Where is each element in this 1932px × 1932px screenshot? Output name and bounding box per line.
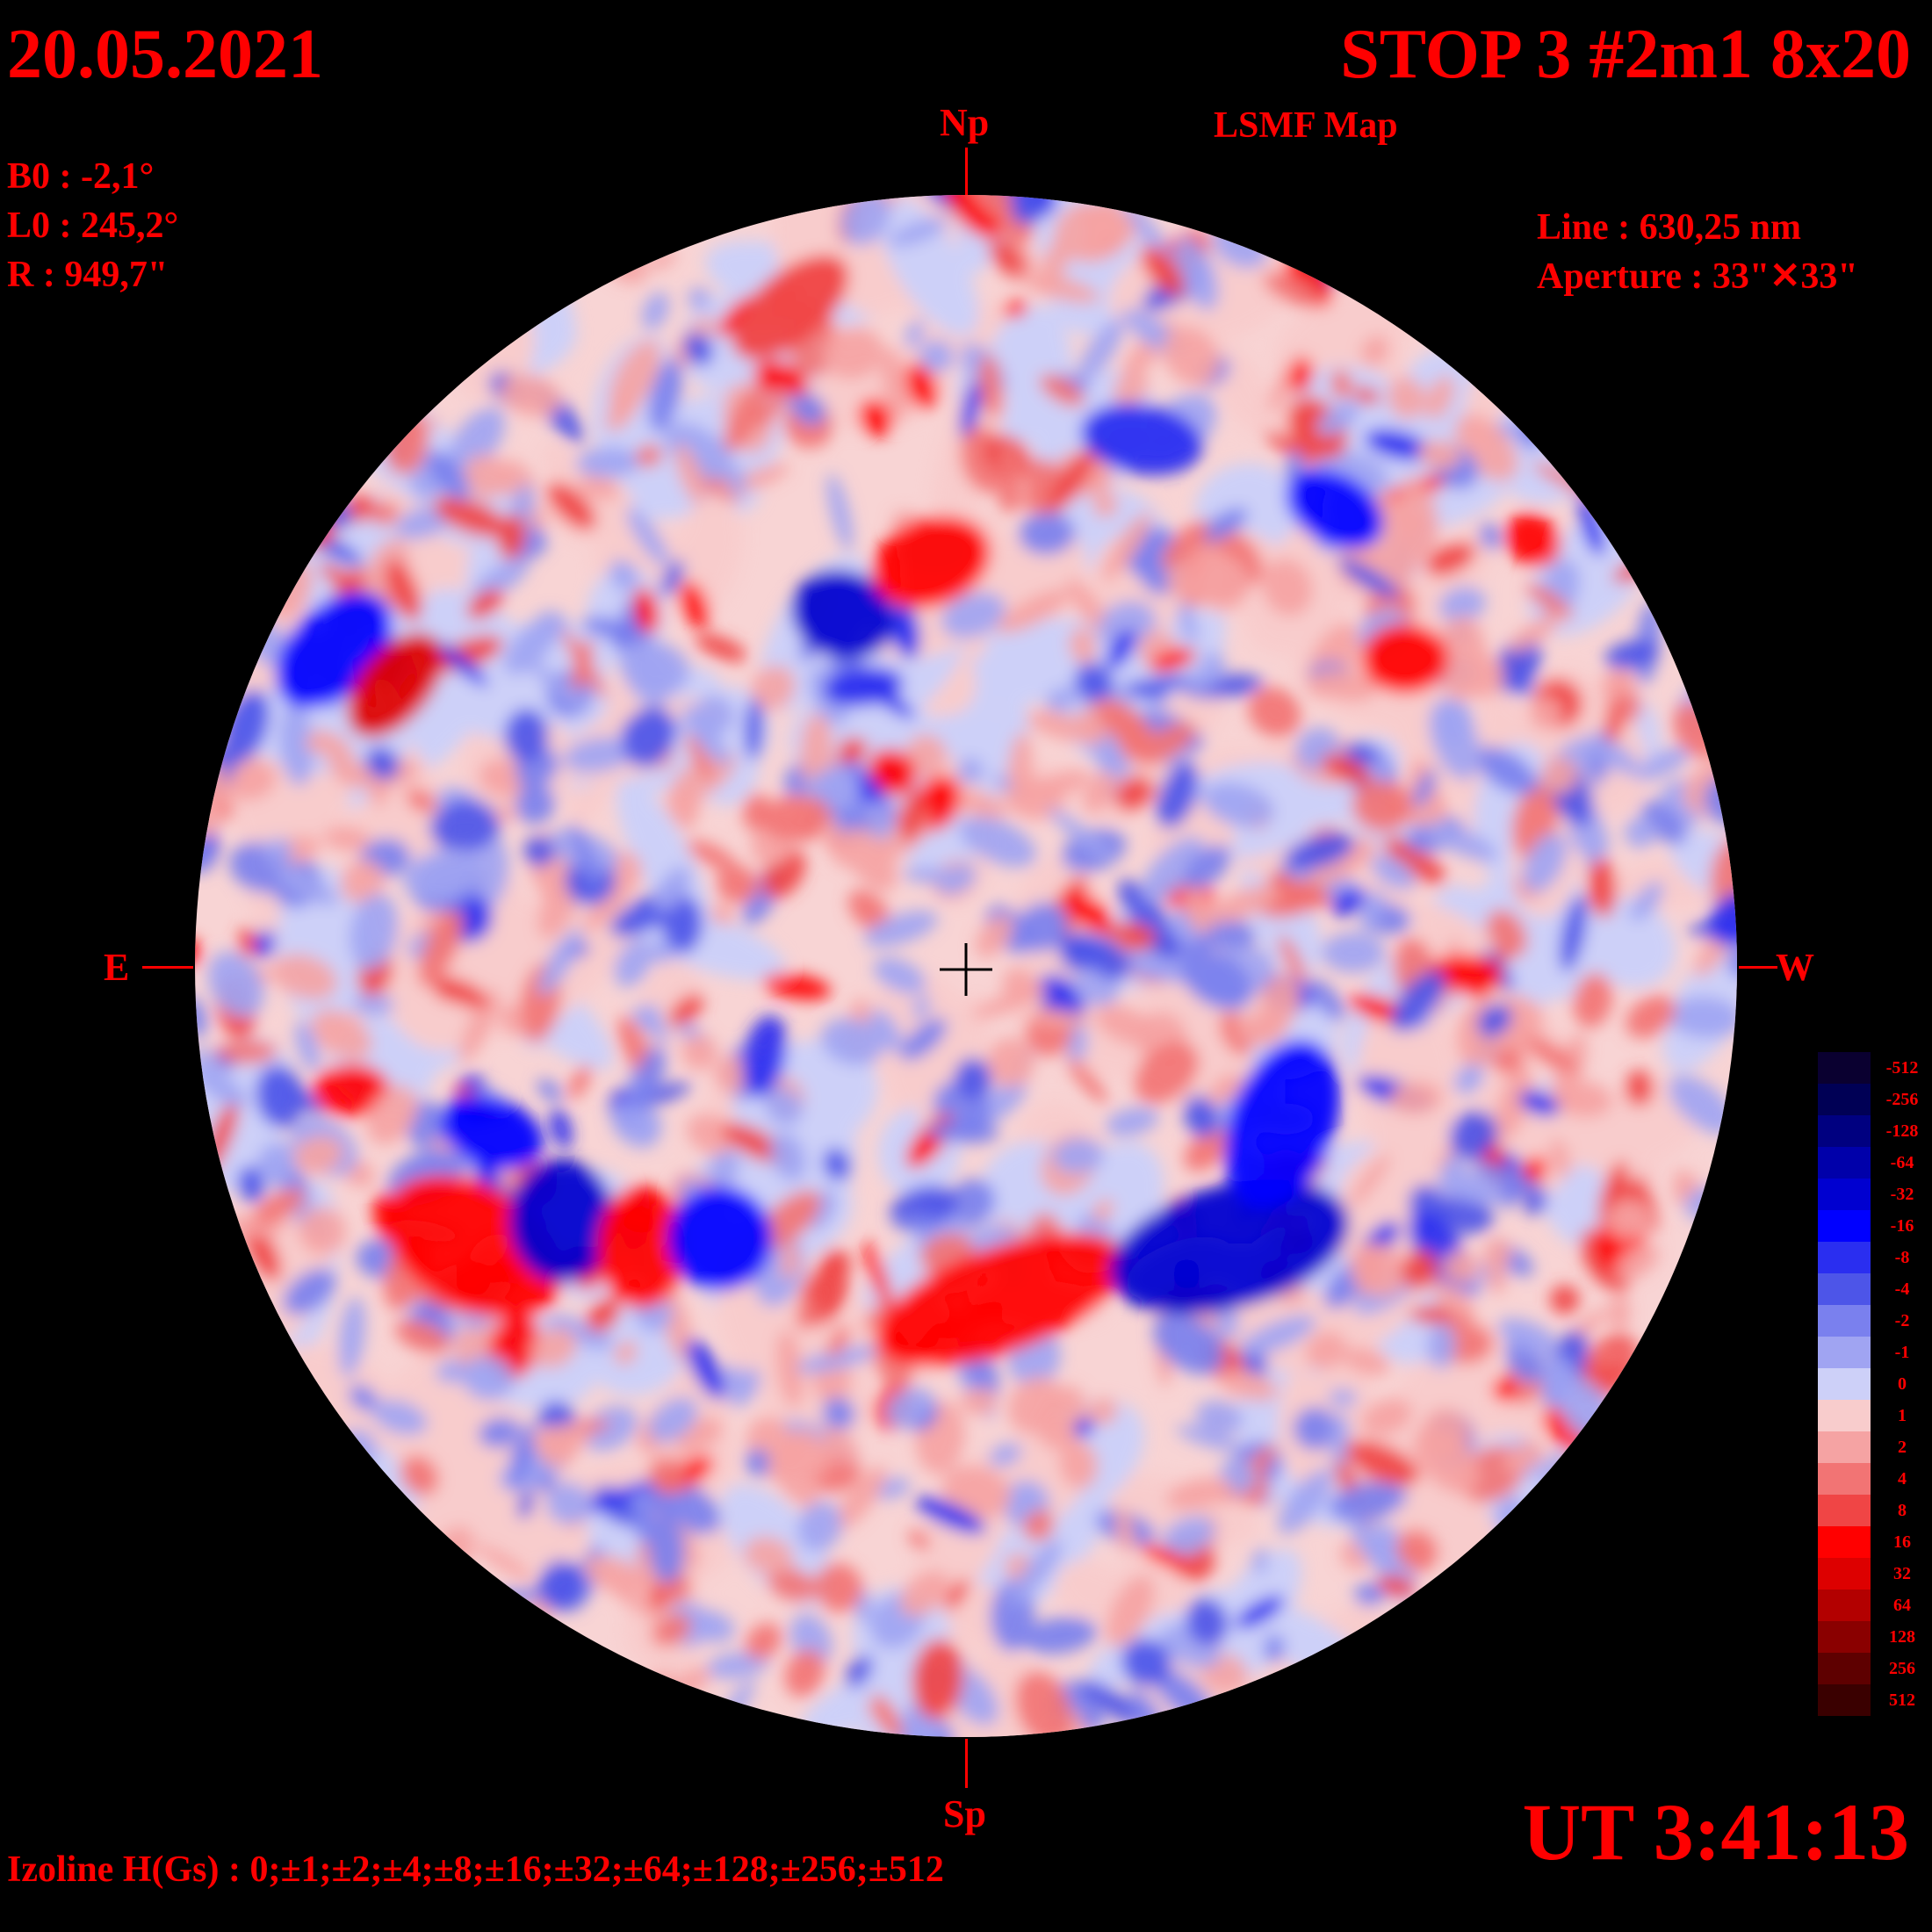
scale-cell — [1818, 1115, 1871, 1147]
south-pole-label: Sp — [943, 1792, 986, 1835]
aperture-info: Aperture : 33"✕33" — [1537, 256, 1858, 297]
spectral-line-info: Line : 630,25 nm — [1537, 207, 1802, 248]
west-label: W — [1776, 946, 1814, 989]
scale-label: 4 — [1898, 1469, 1907, 1489]
east-label: E — [104, 946, 130, 989]
scale-label: -8 — [1894, 1248, 1910, 1267]
scale-cell — [1818, 1558, 1871, 1590]
scale-label: -1 — [1894, 1343, 1910, 1362]
scale-cell — [1818, 1621, 1871, 1653]
scale-label: 256 — [1889, 1659, 1915, 1678]
scale-cell — [1818, 1305, 1871, 1337]
scale-cell — [1818, 1368, 1871, 1400]
isoline-levels: Izoline H(Gs) : 0;±1;±2;±4;±8;±16;±32;±6… — [7, 1849, 944, 1890]
north-pole-label: Np — [940, 101, 990, 144]
north-tick — [965, 148, 968, 195]
scale-cell — [1818, 1495, 1871, 1526]
scale-cell — [1818, 1273, 1871, 1305]
scale-cell — [1818, 1684, 1871, 1716]
universal-time: UT 3:41:13 — [1522, 1787, 1909, 1877]
scale-label: -64 — [1890, 1153, 1914, 1172]
field-contours — [195, 195, 1737, 1737]
scale-label: -512 — [1885, 1058, 1919, 1078]
scale-cell — [1818, 1526, 1871, 1558]
scale-cell — [1818, 1400, 1871, 1431]
param-radius: R : 949,7" — [7, 255, 169, 295]
scale-label: -2 — [1894, 1311, 1910, 1330]
south-tick — [965, 1739, 968, 1788]
scale-label: 64 — [1893, 1596, 1911, 1615]
scale-label: 8 — [1898, 1501, 1907, 1520]
scale-label: 512 — [1889, 1690, 1915, 1710]
scale-label: 0 — [1898, 1374, 1907, 1394]
color-scale-labels: -512 -256 -128 -64 -32 -16 -8 -4 -2 -1 0 1 2 4 8 16 32 64… — [1872, 1052, 1932, 1716]
scale-label: -128 — [1885, 1121, 1919, 1141]
east-tick — [142, 966, 193, 969]
west-tick — [1739, 966, 1777, 969]
scale-cell — [1818, 1052, 1871, 1084]
map-subtitle: LSMF Map — [1214, 105, 1398, 146]
scale-cell — [1818, 1653, 1871, 1684]
scale-label: 32 — [1893, 1564, 1911, 1583]
scale-cell — [1818, 1147, 1871, 1179]
scale-cell — [1818, 1463, 1871, 1495]
scale-label: 16 — [1893, 1532, 1911, 1552]
scale-cell — [1818, 1337, 1871, 1368]
param-b0: B0 : -2,1° — [7, 156, 155, 197]
scale-label: -32 — [1890, 1185, 1914, 1204]
scale-label: 2 — [1898, 1438, 1907, 1457]
scale-label: -256 — [1885, 1090, 1919, 1109]
scale-cell — [1818, 1590, 1871, 1621]
scale-label: -4 — [1894, 1280, 1910, 1299]
scale-cell — [1818, 1242, 1871, 1273]
observation-date: 20.05.2021 — [7, 16, 323, 93]
map-title: STOP 3 #2m1 8x20 — [1340, 16, 1911, 93]
scale-label: 128 — [1889, 1627, 1915, 1647]
scale-cell — [1818, 1084, 1871, 1115]
center-crosshair — [940, 943, 992, 996]
color-scale-bar — [1818, 1052, 1871, 1716]
scale-label: 1 — [1898, 1406, 1907, 1425]
scale-label: -16 — [1890, 1216, 1914, 1236]
scale-cell — [1818, 1210, 1871, 1242]
scale-cell — [1818, 1431, 1871, 1463]
param-l0: L0 : 245,2° — [7, 205, 179, 246]
scale-cell — [1818, 1179, 1871, 1210]
